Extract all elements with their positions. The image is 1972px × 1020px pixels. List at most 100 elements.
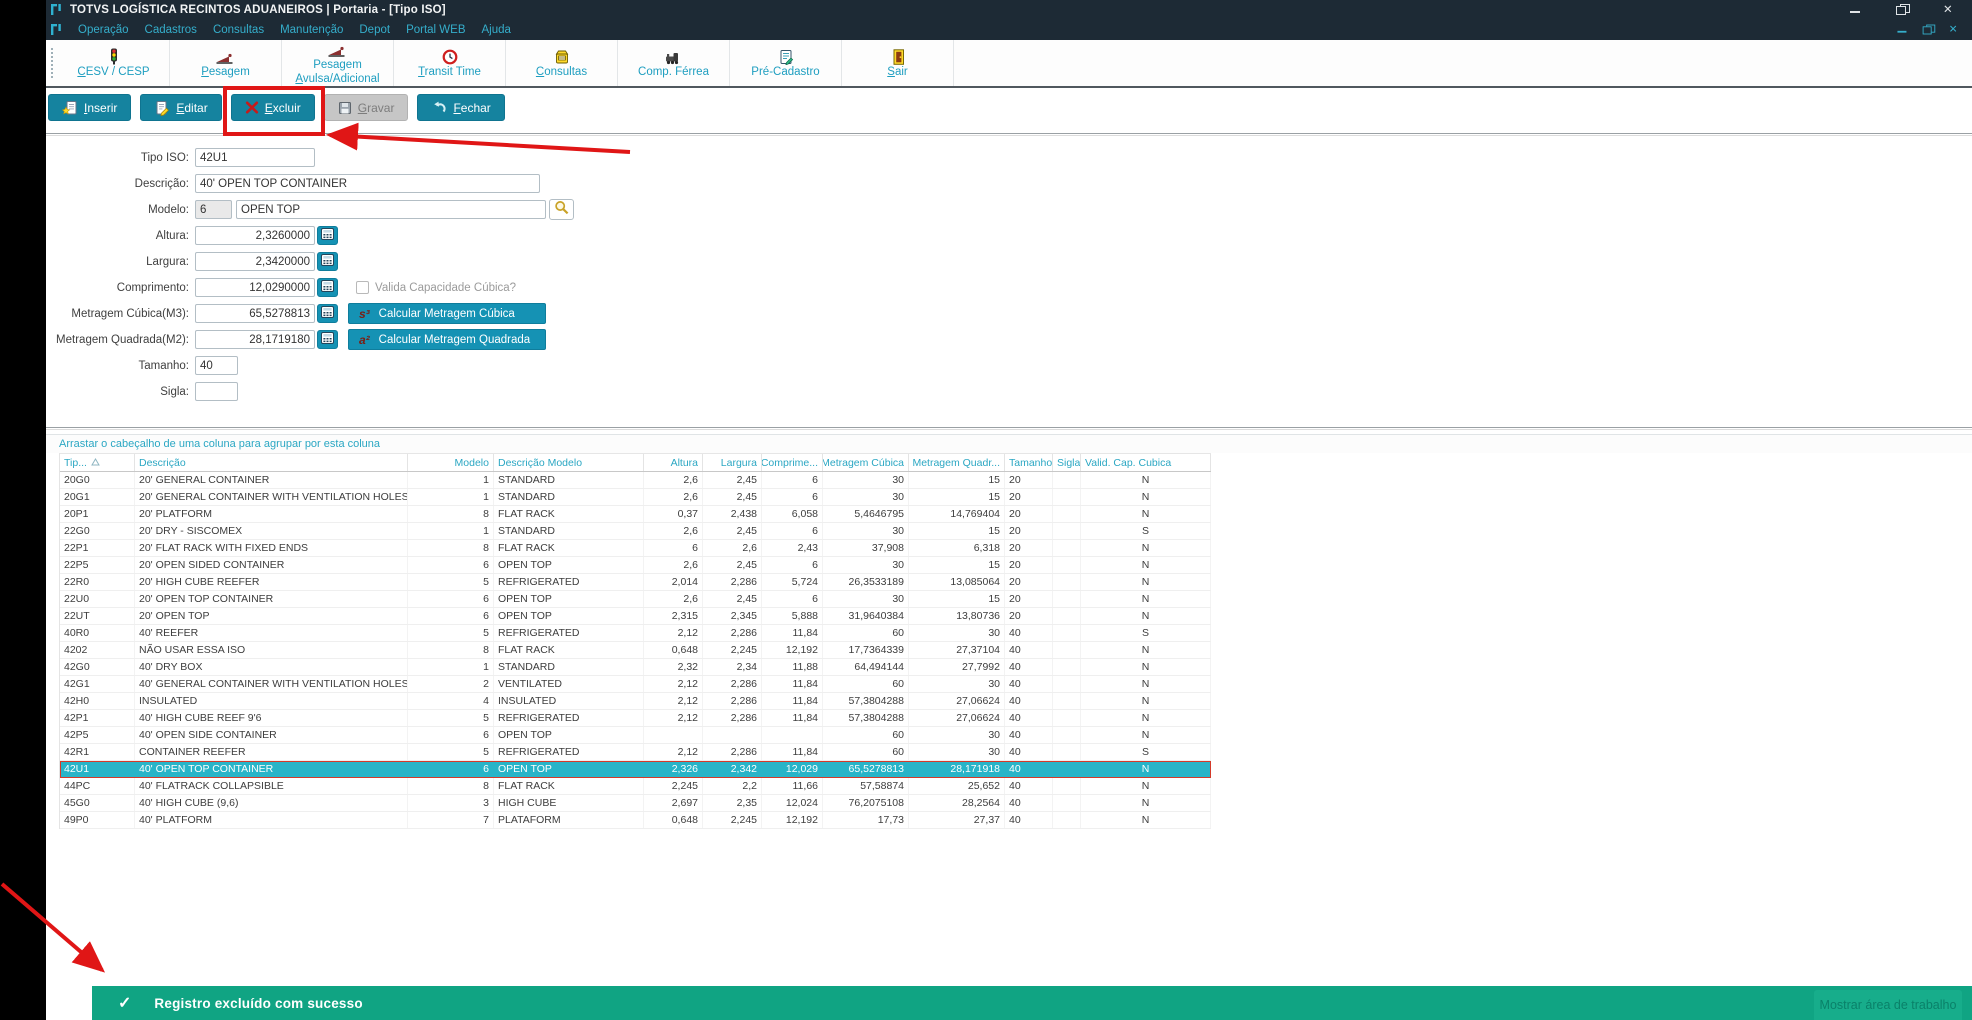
cell: 15 [909, 591, 1005, 607]
toolbar-comp-f-rrea[interactable]: Comp. Férrea [618, 40, 730, 86]
toolbar-consultas[interactable]: Consultas [506, 40, 618, 86]
table-row-42U1[interactable]: 42U1 40' OPEN TOP CONTAINER 6 OPEN TOP 2,326… [60, 761, 1211, 778]
cell: 2,286 [703, 744, 762, 760]
action-button-label: Inserir [84, 100, 118, 115]
table-row-42G1[interactable]: 42G1 40' GENERAL CONTAINER WITH VENTILATI… [60, 676, 1211, 693]
largura-input[interactable] [195, 252, 315, 271]
cell: 6 [644, 540, 703, 556]
table-row-42G0[interactable]: 42G0 40' DRY BOX 1 STANDARD 2,32 2,34 11,88 64,… [60, 659, 1211, 676]
table-row-22UT[interactable]: 22UT 20' OPEN TOP 6 OPEN TOP 2,315 2,345 5,888… [60, 608, 1211, 625]
table-row-42H0[interactable]: 42H0 INSULATED 4 INSULATED 2,12 2,286 11,84 57,… [60, 693, 1211, 710]
table-row-20P1[interactable]: 20P1 20' PLATFORM 8 FLAT RACK 0,37 2,438 6,058… [60, 506, 1211, 523]
table-row-42P5[interactable]: 42P5 40' OPEN SIDE CONTAINER 6 OPEN TOP 60 30… [60, 727, 1211, 744]
calcular-metragem-cubica-button[interactable]: s³ Calcular Metragem Cúbica [348, 303, 546, 324]
menu-portal-web[interactable]: Portal WEB [406, 23, 466, 36]
calcular-metragem-quadrada-button[interactable]: a² Calcular Metragem Quadrada [348, 329, 546, 350]
table-row-45G0[interactable]: 45G0 40' HIGH CUBE (9,6) 3 HIGH CUBE 2,697 2,… [60, 795, 1211, 812]
table-row-44PC[interactable]: 44PC 40' FLATRACK COLLAPSIBLE 8 FLAT RACK 2,… [60, 778, 1211, 795]
table-row-22P5[interactable]: 22P5 20' OPEN SIDED CONTAINER 6 OPEN TOP 2,6… [60, 557, 1211, 574]
table-row-4202[interactable]: 4202 NÃO USAR ESSA ISO 8 FLAT RACK 0,648 2,24… [60, 642, 1211, 659]
inserir-button[interactable]: Inserir [48, 94, 132, 121]
metragem-cubica-input[interactable] [195, 304, 315, 323]
modelo-code-input[interactable] [195, 200, 232, 219]
menu-manuten-o[interactable]: Manutenção [280, 23, 344, 36]
altura-calculator-button[interactable] [317, 226, 338, 245]
modelo-descricao-input[interactable] [236, 200, 546, 219]
toolbar-pesagem-avulsa-adicional[interactable]: Pesagem Avulsa/Adicional [282, 40, 394, 86]
toolbar-drag-handle[interactable] [46, 40, 58, 86]
column-header-valid-cap-cubica[interactable]: Valid. Cap. Cubica [1081, 454, 1211, 471]
table-row-49P0[interactable]: 49P0 40' PLATFORM 7 PLATAFORM 0,648 2,245 12,1… [60, 812, 1211, 829]
cell: STANDARD [494, 523, 644, 539]
table-row-20G0[interactable]: 20G0 20' GENERAL CONTAINER 1 STANDARD 2,6 2,4… [60, 472, 1211, 489]
table-row-22R0[interactable]: 22R0 20' HIGH CUBE REEFER 5 REFRIGERATED 2,0… [60, 574, 1211, 591]
table-row-20G1[interactable]: 20G1 20' GENERAL CONTAINER WITH VENTILATI… [60, 489, 1211, 506]
cell: 4202 [60, 642, 135, 658]
cell: 15 [909, 557, 1005, 573]
table-row-22P1[interactable]: 22P1 20' FLAT RACK WITH FIXED ENDS 8 FLAT R… [60, 540, 1211, 557]
metragem-quadrada-input[interactable] [195, 330, 315, 349]
metragem-quadrada-calculator-button[interactable] [317, 330, 338, 349]
cell [1053, 659, 1081, 675]
column-header-metragem-c-bica[interactable]: Metragem Cúbica [823, 454, 909, 471]
tipo-iso-input[interactable] [195, 148, 315, 167]
menu-ajuda[interactable]: Ajuda [481, 23, 511, 36]
cell: 6 [408, 608, 494, 624]
cell: S [1081, 523, 1211, 539]
toolbar-pesagem[interactable]: Pesagem [170, 40, 282, 86]
table-row-22G0[interactable]: 22G0 20' DRY - SISCOMEX 1 STANDARD 2,6 2,45 6 3… [60, 523, 1211, 540]
menu-cadastros[interactable]: Cadastros [144, 23, 197, 36]
close-button[interactable] [1943, 2, 1956, 16]
cell [1053, 676, 1081, 692]
sigla-input[interactable] [195, 382, 238, 401]
action-button-bar: Inserir Editar Excluir Gravar Fechar [48, 86, 1972, 136]
toolbar-cesv-cesp[interactable]: CESV / CESP [58, 40, 170, 86]
excluir-button[interactable]: Excluir [222, 86, 325, 136]
valida-capacidade-checkbox[interactable] [356, 281, 369, 294]
column-header-label: Modelo [454, 456, 489, 469]
column-header-comprime-[interactable]: Comprime... [762, 454, 823, 471]
restore-button[interactable] [1896, 4, 1910, 15]
column-header-tip-[interactable]: Tip... [60, 454, 135, 471]
comprimento-input[interactable] [195, 278, 315, 297]
fechar-button[interactable]: Fechar [417, 94, 505, 121]
column-header-largura[interactable]: Largura [703, 454, 762, 471]
altura-input[interactable] [195, 226, 315, 245]
cell: 6 [408, 557, 494, 573]
table-row-42P1[interactable]: 42P1 40' HIGH CUBE REEF 9'6 5 REFRIGERATED 2… [60, 710, 1211, 727]
cell: 2,326 [671, 763, 698, 775]
modelo-lookup-button[interactable] [549, 199, 574, 220]
minimize-button[interactable] [1897, 25, 1909, 35]
column-header-altura[interactable]: Altura [644, 454, 703, 471]
largura-calculator-button[interactable] [317, 252, 338, 271]
column-header-sigla[interactable]: Sigla [1053, 454, 1081, 471]
cell: 22P1 [60, 540, 135, 556]
table-row-42R1[interactable]: 42R1 CONTAINER REEFER 5 REFRIGERATED 2,12 2,2… [60, 744, 1211, 761]
toolbar-transit-time[interactable]: Transit Time [394, 40, 506, 86]
table-row-40R0[interactable]: 40R0 40' REEFER 5 REFRIGERATED 2,12 2,286 11,8… [60, 625, 1211, 642]
column-header-metragem-quadr-[interactable]: Metragem Quadr... [909, 454, 1005, 471]
registration-form-icon [778, 47, 794, 65]
column-header-descri-o-modelo[interactable]: Descrição Modelo [494, 454, 644, 471]
menu-opera-o[interactable]: Operação [78, 23, 129, 36]
toolbar-sair[interactable]: Sair [842, 40, 954, 86]
comprimento-calculator-button[interactable] [317, 278, 338, 297]
close-button[interactable] [1949, 23, 1961, 36]
tamanho-input[interactable] [195, 356, 238, 375]
editar-button[interactable]: Editar [140, 94, 222, 121]
cell: 2,2 [703, 778, 762, 794]
menu-depot[interactable]: Depot [359, 23, 391, 36]
column-header-tamanho[interactable]: Tamanho [1005, 454, 1053, 471]
minimize-button[interactable] [1849, 4, 1862, 15]
table-row-22U0[interactable]: 22U0 20' OPEN TOP CONTAINER 6 OPEN TOP 2,6 2,… [60, 591, 1211, 608]
cell: 57,3804288 [823, 693, 909, 709]
toolbar-item-label: Pré-Cadastro [751, 65, 820, 78]
column-header-modelo[interactable]: Modelo [408, 454, 494, 471]
metragem-cubica-calculator-button[interactable] [317, 304, 338, 323]
restore-button[interactable] [1922, 24, 1936, 35]
toolbar-pr-cadastro[interactable]: Pré-Cadastro [730, 40, 842, 86]
cell: N [1081, 710, 1211, 726]
descricao-input[interactable] [195, 174, 540, 193]
menu-consultas[interactable]: Consultas [212, 23, 265, 36]
column-header-descri-o[interactable]: Descrição [135, 454, 408, 471]
